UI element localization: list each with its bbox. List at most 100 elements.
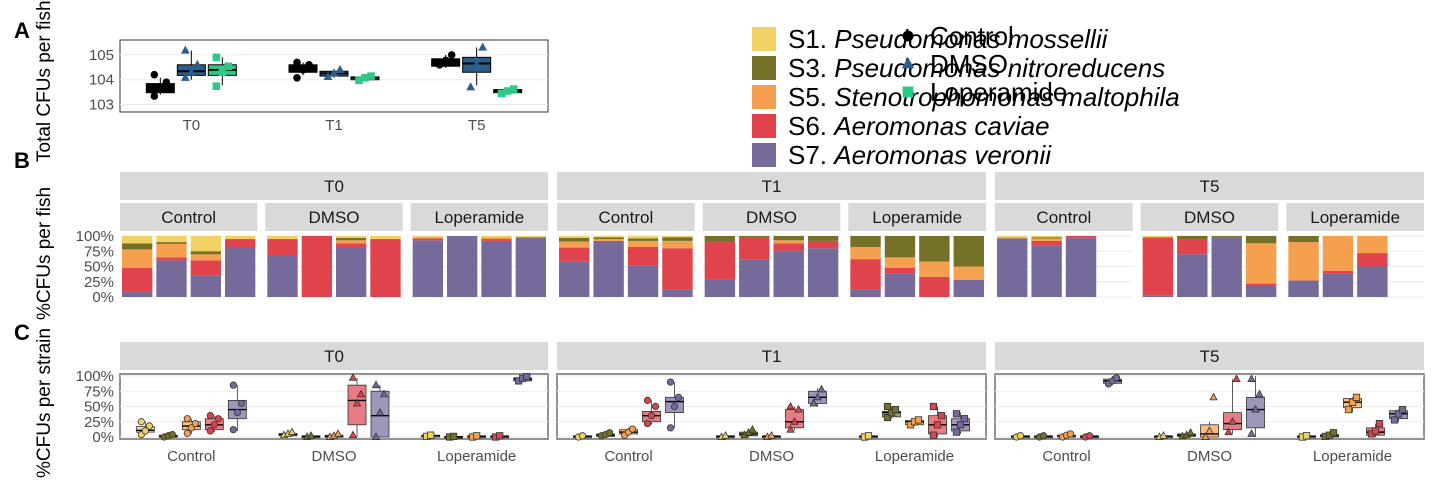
bar-segment xyxy=(559,261,590,297)
y-tick-label: 0% xyxy=(92,429,114,446)
bar-segment xyxy=(884,257,916,268)
data-point xyxy=(145,422,153,430)
legend-swatch xyxy=(752,114,776,138)
data-point xyxy=(156,84,165,93)
bar-segment xyxy=(1211,237,1242,297)
data-point xyxy=(150,70,159,79)
legend-key xyxy=(902,30,914,42)
strip-label: T0 xyxy=(324,347,344,366)
data-point xyxy=(937,412,946,420)
bar-segment xyxy=(1245,243,1277,284)
strip-sublabel: DMSO xyxy=(746,208,797,227)
y-tick-label: 0% xyxy=(92,289,114,306)
x-tick-label: Control xyxy=(1042,448,1090,465)
data-point xyxy=(1302,432,1311,440)
bar-segment xyxy=(662,236,693,238)
data-point xyxy=(956,421,965,429)
data-point xyxy=(137,418,145,426)
bar-segment xyxy=(267,255,298,297)
bar-segment xyxy=(1031,236,1062,238)
data-point xyxy=(786,401,795,410)
bar-segment xyxy=(593,236,624,238)
bar-segment xyxy=(627,265,659,297)
strip-subheader xyxy=(1140,203,1279,231)
bar-segment xyxy=(1065,237,1097,297)
legend-treatment: Control xyxy=(930,21,1014,51)
data-point xyxy=(628,425,637,433)
x-tick-label: Loperamide xyxy=(875,448,954,465)
bar-segment xyxy=(627,240,659,247)
y-axis-title-b: %CFUs per fish xyxy=(34,187,55,320)
data-point xyxy=(447,51,456,59)
bar-segment xyxy=(156,236,187,243)
bar-segment xyxy=(739,259,770,297)
x-tick-label: T1 xyxy=(325,117,343,134)
data-point xyxy=(1390,416,1399,424)
data-point xyxy=(1209,392,1218,401)
data-point xyxy=(375,407,385,416)
legend-entry: S3. Pseudomonas nitroreducens xyxy=(788,53,1165,83)
data-point xyxy=(1205,426,1214,434)
panel-label-b: B xyxy=(14,148,30,173)
data-point xyxy=(1201,432,1210,440)
bar-segment xyxy=(997,237,1028,239)
bar-segment xyxy=(122,249,153,268)
data-point xyxy=(352,398,362,407)
data-point xyxy=(790,417,799,425)
data-point xyxy=(367,72,375,80)
bar-segment xyxy=(662,289,693,297)
data-point xyxy=(1186,428,1195,436)
data-point xyxy=(183,429,191,437)
data-point xyxy=(478,42,488,51)
strip-sublabel: Control xyxy=(598,208,653,227)
legend-key xyxy=(901,57,915,69)
data-point xyxy=(473,432,481,440)
data-point xyxy=(212,82,221,90)
data-point xyxy=(229,381,237,389)
bar-segment xyxy=(559,236,590,238)
data-point xyxy=(450,432,458,440)
bar-segment xyxy=(336,246,367,297)
bar-segment xyxy=(1142,295,1174,297)
data-point xyxy=(883,413,892,422)
data-point xyxy=(1232,374,1241,383)
panel-label-c: C xyxy=(14,320,30,345)
bar-segment xyxy=(301,236,332,297)
strip-subheader xyxy=(702,203,841,231)
data-point xyxy=(299,66,307,74)
data-point xyxy=(229,426,237,434)
bar-segment xyxy=(1031,240,1062,246)
bar-segment xyxy=(336,243,367,247)
bar-segment xyxy=(156,260,187,297)
bar-segment xyxy=(122,267,153,293)
bar-segment xyxy=(662,248,693,290)
bar-segment xyxy=(412,238,443,241)
legend-code: S1. xyxy=(788,24,834,54)
data-point xyxy=(1066,430,1075,438)
panel-b-plot: T0 Control DMSO Loperamide T1 Control DMSO Lope… xyxy=(76,172,1424,306)
bar-segment xyxy=(481,240,512,297)
bar-segment xyxy=(1177,239,1208,255)
data-point xyxy=(1085,432,1094,440)
bar-segment xyxy=(481,237,512,240)
data-point xyxy=(192,59,202,68)
bar-segment xyxy=(1177,236,1208,240)
x-tick-label: T0 xyxy=(183,117,201,134)
data-point xyxy=(435,61,444,69)
bar-segment xyxy=(1245,286,1277,297)
bar-segment xyxy=(481,236,512,238)
data-point xyxy=(933,421,942,429)
bar-segment xyxy=(447,236,478,297)
data-point xyxy=(210,421,218,429)
data-point xyxy=(914,416,923,424)
data-point xyxy=(305,61,313,69)
bar-segment xyxy=(593,239,624,241)
bar-segment xyxy=(704,236,736,243)
data-point xyxy=(794,404,803,413)
data-point xyxy=(348,430,358,439)
data-point xyxy=(786,425,795,433)
strip-label: T1 xyxy=(762,177,782,196)
data-point xyxy=(523,373,531,381)
